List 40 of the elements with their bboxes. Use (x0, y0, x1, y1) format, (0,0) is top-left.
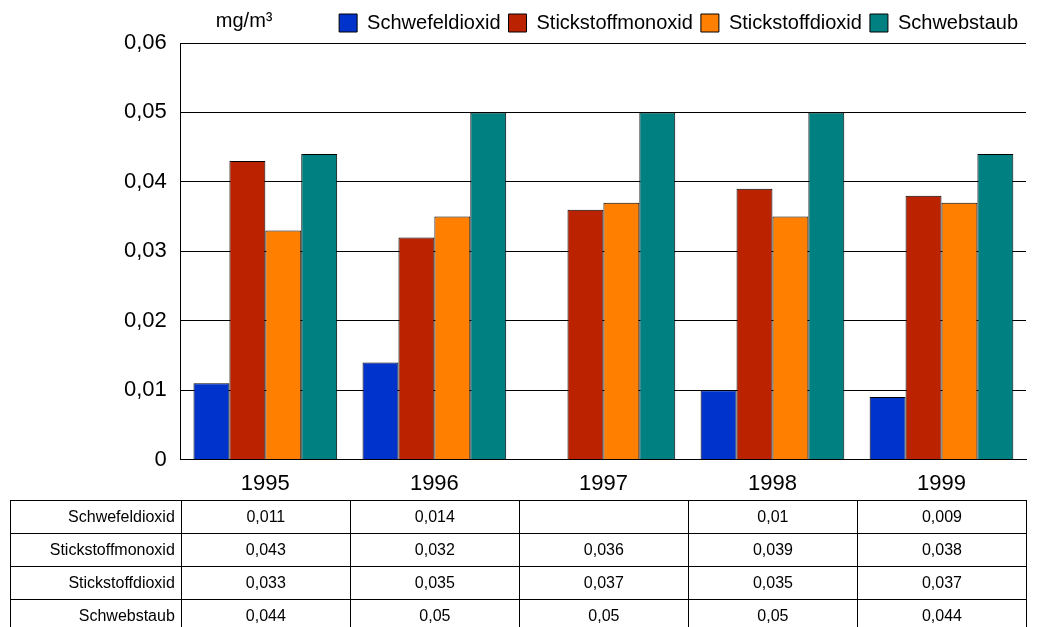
data-label: 0,035 (350, 566, 520, 600)
data-label: 0,036 (519, 533, 689, 567)
data-label: 0,038 (857, 533, 1027, 567)
x-tick-label: 1998 (747, 469, 797, 495)
data-label: 0,037 (519, 566, 689, 600)
data-label: 0,044 (857, 599, 1027, 627)
y-tick-label: 0,05 (123, 98, 167, 124)
legend-label: Stickstoffdioxid (728, 10, 862, 33)
y-tick-label: 0,03 (123, 237, 167, 263)
data-label: 0,05 (688, 599, 858, 627)
data-label: 0,043 (181, 533, 351, 567)
text: Schwefeldioxid (68, 508, 175, 525)
x-tick-label: 1995 (240, 469, 290, 495)
y-tick-label: 0,01 (123, 376, 167, 402)
y-tick-label: 0 (154, 445, 167, 471)
x-tick-label: 1996 (409, 469, 459, 495)
data-label: 0,05 (350, 599, 520, 627)
data-label: 0,032 (350, 533, 520, 567)
data-label: 0,035 (688, 566, 858, 600)
y-axis-title: mg/m³ (215, 8, 273, 31)
text: Stickstoffmonoxid (49, 541, 175, 558)
x-tick-label: 1999 (917, 469, 966, 495)
legend-label: Stickstoffmonoxid (536, 10, 693, 33)
legend-label: Schwebstaub (897, 10, 1018, 33)
data-label: 0,01 (688, 500, 858, 534)
data-label: 0,05 (519, 599, 689, 627)
data-label: 0,033 (181, 566, 351, 600)
data-label: 0,011 (181, 500, 351, 534)
x-tick-label: 1997 (578, 469, 628, 495)
data-label: 0,014 (350, 500, 520, 534)
y-tick-label: 0,06 (123, 29, 167, 55)
y-tick-label: 0,02 (123, 306, 167, 332)
text: Schwebstaub (78, 607, 175, 624)
data-label: 0,044 (181, 599, 351, 627)
data-label: 0,009 (857, 500, 1027, 534)
text: Stickstoffdioxid (68, 574, 175, 591)
y-tick-label: 0,04 (123, 167, 167, 193)
data-label: 0,039 (688, 533, 858, 567)
legend-label: Schwefeldioxid (367, 10, 501, 33)
data-label: 0,037 (857, 566, 1027, 600)
